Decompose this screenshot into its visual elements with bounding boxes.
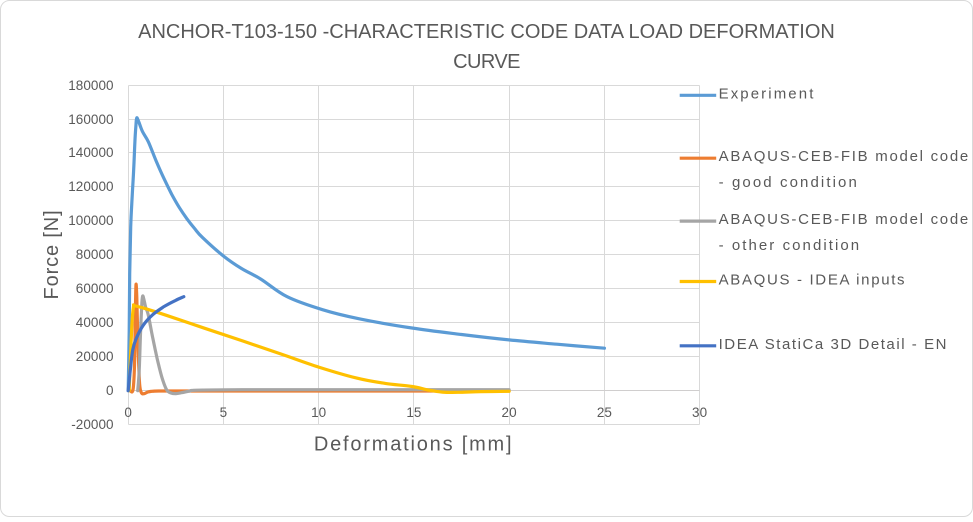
svg-text:10: 10 <box>311 405 326 420</box>
svg-text:160000: 160000 <box>68 112 113 127</box>
svg-text:ABAQUS-CEB-FIB model code: ABAQUS-CEB-FIB model code <box>719 211 970 228</box>
svg-text:5: 5 <box>220 405 228 420</box>
svg-text:Deformations [mm]: Deformations [mm] <box>314 433 514 455</box>
svg-text:ABAQUS - IDEA inputs: ABAQUS - IDEA inputs <box>719 272 907 289</box>
svg-text:IDEA StatiCa 3D Detail - EN: IDEA StatiCa 3D Detail - EN <box>719 336 948 353</box>
svg-text:180000: 180000 <box>68 78 113 93</box>
svg-text:60000: 60000 <box>76 281 114 296</box>
svg-text:- other condition: - other condition <box>719 237 862 254</box>
svg-text:80000: 80000 <box>76 247 114 262</box>
svg-text:30: 30 <box>692 405 707 420</box>
svg-text:-20000: -20000 <box>71 417 113 432</box>
svg-text:15: 15 <box>406 405 421 420</box>
svg-text:0: 0 <box>124 405 132 420</box>
svg-text:40000: 40000 <box>76 315 114 330</box>
svg-text:0: 0 <box>106 383 114 398</box>
svg-text:CURVE: CURVE <box>453 51 520 73</box>
svg-text:120000: 120000 <box>68 179 113 194</box>
svg-text:Force [N]: Force [N] <box>41 210 63 300</box>
svg-text:20: 20 <box>502 405 517 420</box>
svg-text:- good condition: - good condition <box>719 174 859 191</box>
svg-text:100000: 100000 <box>68 213 113 228</box>
svg-text:Experiment: Experiment <box>719 85 816 102</box>
svg-text:ABAQUS-CEB-FIB model code: ABAQUS-CEB-FIB model code <box>719 148 970 165</box>
svg-text:140000: 140000 <box>68 145 113 160</box>
svg-text:20000: 20000 <box>76 349 114 364</box>
svg-text:ANCHOR-T103-150 -CHARACTERISTI: ANCHOR-T103-150 -CHARACTERISTIC CODE DAT… <box>138 21 835 43</box>
svg-text:25: 25 <box>597 405 612 420</box>
